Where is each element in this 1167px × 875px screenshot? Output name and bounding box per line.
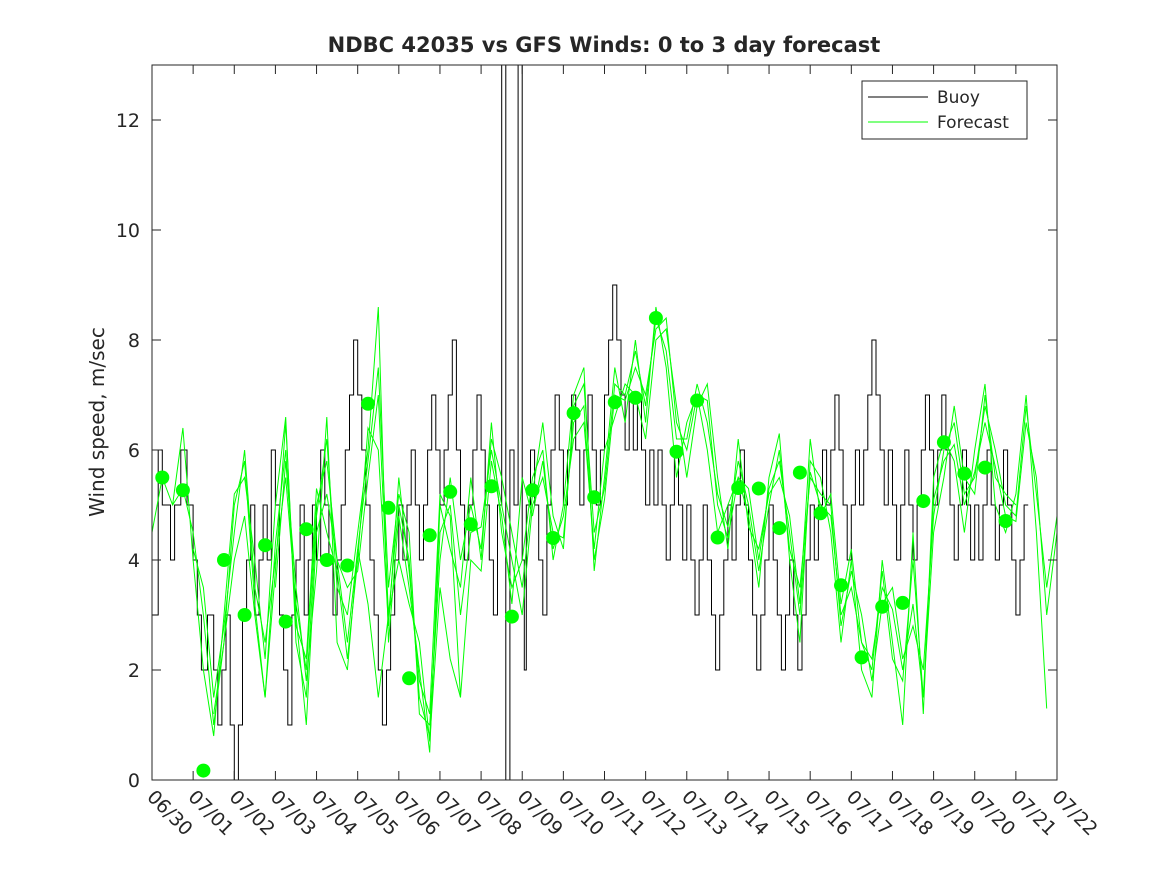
forecast-marker xyxy=(278,614,293,629)
forecast-series xyxy=(151,306,1058,753)
forecast-marker xyxy=(463,517,478,532)
forecast-marker xyxy=(916,494,931,509)
forecast-marker xyxy=(978,460,992,475)
forecast-marker xyxy=(690,393,705,408)
y-tick-label: 4 xyxy=(128,550,140,572)
forecast-marker xyxy=(834,578,848,593)
buoy-series xyxy=(152,64,1029,781)
forecast-marker xyxy=(484,479,499,494)
forecast-marker xyxy=(566,406,581,421)
forecast-marker xyxy=(936,435,951,450)
forecast-marker xyxy=(607,395,622,410)
forecast-marker xyxy=(772,521,787,536)
y-tick-label: 10 xyxy=(116,220,140,242)
forecast-run-line-4 xyxy=(213,327,1017,715)
forecast-marker xyxy=(443,484,458,499)
forecast-marker xyxy=(751,481,766,496)
forecast-marker xyxy=(319,553,334,567)
legend-buoy-label: Buoy xyxy=(937,88,980,108)
y-tick-label: 8 xyxy=(128,330,140,352)
forecast-marker xyxy=(155,470,170,485)
forecast-marker xyxy=(237,608,252,622)
forecast-marker xyxy=(957,466,972,481)
forecast-marker xyxy=(895,595,910,610)
forecast-marker xyxy=(258,538,273,553)
forecast-marker xyxy=(422,528,437,543)
chart-title: NDBC 42035 vs GFS Winds: 0 to 3 day fore… xyxy=(328,33,881,57)
forecast-marker xyxy=(504,609,519,624)
y-tick-label: 0 xyxy=(128,770,140,792)
legend-box xyxy=(861,80,1028,140)
forecast-run-line-3 xyxy=(192,317,1058,727)
forecast-marker xyxy=(525,483,540,498)
forecast-marker xyxy=(196,763,211,778)
forecast-marker xyxy=(340,558,355,573)
forecast-marker xyxy=(792,465,807,480)
forecast-marker xyxy=(998,514,1013,528)
forecast-marker xyxy=(299,522,314,537)
forecast-marker xyxy=(217,553,231,567)
forecast-marker xyxy=(175,483,190,498)
y-tick-label: 12 xyxy=(116,110,140,132)
y-axis: 0 2 4 6 8 10 12 xyxy=(116,110,1057,792)
legend: Buoy Forecast xyxy=(861,80,1028,140)
forecast-marker xyxy=(669,444,684,459)
forecast-marker xyxy=(546,531,561,545)
y-tick-label: 2 xyxy=(128,660,140,682)
forecast-run-line-2 xyxy=(172,306,1048,753)
legend-forecast-label: Forecast xyxy=(937,113,1009,133)
forecast-markers xyxy=(155,311,1013,778)
forecast-marker xyxy=(813,506,828,521)
forecast-marker xyxy=(731,481,746,495)
forecast-marker xyxy=(361,396,375,411)
forecast-marker xyxy=(648,311,663,325)
forecast-run-line-5 xyxy=(274,416,461,742)
forecast-marker xyxy=(381,500,396,515)
forecast-marker xyxy=(628,390,643,405)
forecast-marker xyxy=(402,671,417,686)
forecast-marker xyxy=(710,530,725,545)
forecast-marker xyxy=(587,490,602,505)
y-tick-label: 6 xyxy=(128,440,140,462)
buoy-line xyxy=(152,64,1029,781)
forecast-marker xyxy=(854,650,869,665)
forecast-marker xyxy=(875,599,890,614)
y-axis-label: Wind speed, m/sec xyxy=(85,327,109,517)
